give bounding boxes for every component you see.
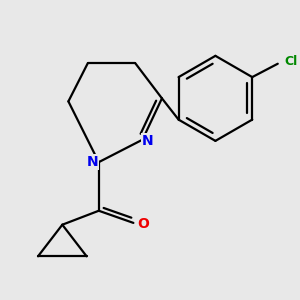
Text: Cl: Cl (284, 55, 298, 68)
Text: N: N (142, 134, 153, 148)
Text: O: O (137, 217, 149, 231)
Text: N: N (87, 155, 98, 169)
